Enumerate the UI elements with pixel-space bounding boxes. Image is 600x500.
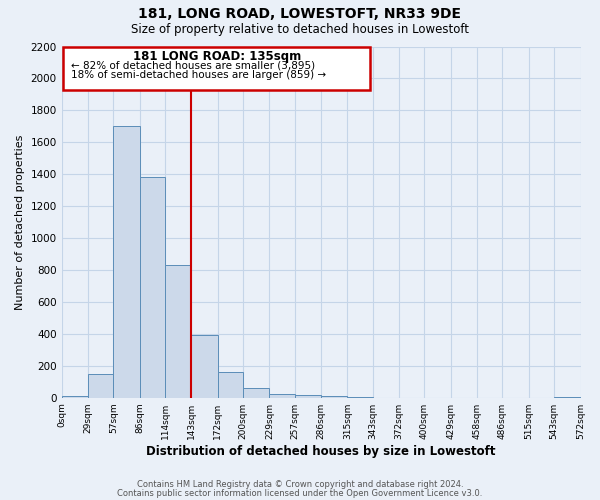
Bar bbox=[191, 336, 218, 398]
Bar bbox=[113, 126, 140, 398]
Y-axis label: Number of detached properties: Number of detached properties bbox=[15, 134, 25, 310]
FancyBboxPatch shape bbox=[64, 48, 370, 90]
Bar bbox=[62, 396, 88, 398]
Bar bbox=[321, 396, 347, 398]
Bar bbox=[243, 388, 269, 398]
Text: 181, LONG ROAD, LOWESTOFT, NR33 9DE: 181, LONG ROAD, LOWESTOFT, NR33 9DE bbox=[139, 8, 461, 22]
Text: Contains public sector information licensed under the Open Government Licence v3: Contains public sector information licen… bbox=[118, 488, 482, 498]
Bar bbox=[347, 397, 373, 398]
Text: Contains HM Land Registry data © Crown copyright and database right 2024.: Contains HM Land Registry data © Crown c… bbox=[137, 480, 463, 489]
Bar bbox=[88, 374, 113, 398]
Text: Size of property relative to detached houses in Lowestoft: Size of property relative to detached ho… bbox=[131, 22, 469, 36]
Text: 181 LONG ROAD: 135sqm: 181 LONG ROAD: 135sqm bbox=[133, 50, 301, 63]
X-axis label: Distribution of detached houses by size in Lowestoft: Distribution of detached houses by size … bbox=[146, 444, 496, 458]
Bar bbox=[140, 178, 165, 398]
Bar bbox=[269, 394, 295, 398]
Bar bbox=[165, 265, 191, 398]
Bar bbox=[554, 397, 581, 398]
Text: ← 82% of detached houses are smaller (3,895): ← 82% of detached houses are smaller (3,… bbox=[71, 60, 315, 70]
Text: 18% of semi-detached houses are larger (859) →: 18% of semi-detached houses are larger (… bbox=[71, 70, 326, 80]
Bar bbox=[218, 372, 243, 398]
Bar bbox=[295, 394, 321, 398]
